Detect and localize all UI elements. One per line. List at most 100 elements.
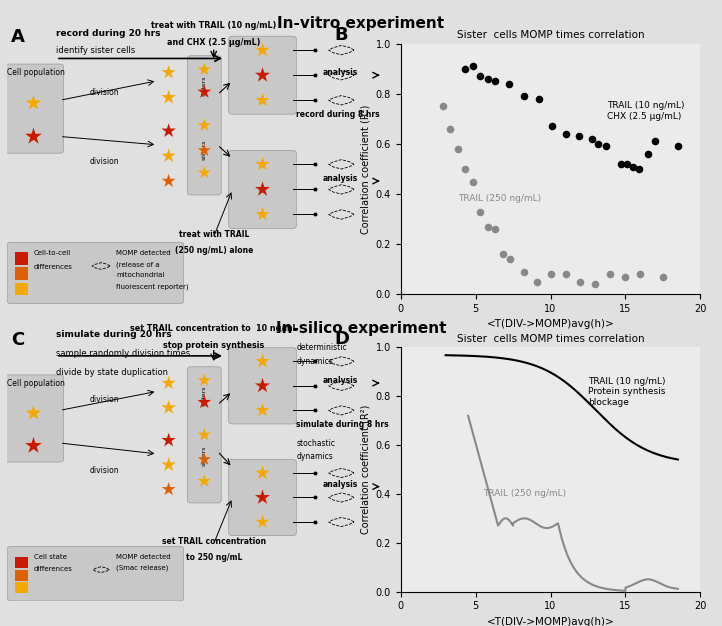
Bar — [14, 570, 28, 580]
Text: set TRAIL concentration to  10 ng/mL: set TRAIL concentration to 10 ng/mL — [130, 324, 297, 334]
Point — [587, 134, 599, 144]
Point — [560, 129, 571, 139]
Text: B: B — [335, 26, 349, 44]
Text: mitochondrial: mitochondrial — [116, 272, 165, 278]
Text: sisters: sisters — [202, 446, 206, 466]
X-axis label: <T(DIV->MOMP)avg(h)>: <T(DIV->MOMP)avg(h)> — [487, 617, 614, 626]
Text: (250 ng/mL) alone: (250 ng/mL) alone — [175, 247, 253, 255]
Point — [437, 101, 448, 111]
Point — [27, 98, 39, 108]
Title: Sister  cells MOMP times correlation: Sister cells MOMP times correlation — [457, 334, 644, 344]
FancyBboxPatch shape — [188, 367, 221, 503]
Text: Cell population: Cell population — [7, 379, 65, 388]
Point — [199, 397, 210, 407]
Point — [163, 68, 175, 78]
Text: sisters: sisters — [202, 139, 206, 160]
Text: division: division — [90, 157, 119, 167]
Text: sample randomly division times: sample randomly division times — [56, 349, 191, 358]
Text: MOMP detected: MOMP detected — [116, 250, 170, 256]
Text: identify sister cells: identify sister cells — [56, 46, 135, 55]
Point — [163, 378, 175, 388]
Text: simulate during 20 hrs: simulate during 20 hrs — [56, 330, 172, 339]
Point — [257, 517, 269, 527]
Point — [163, 93, 175, 103]
Point — [482, 74, 493, 84]
Point — [642, 149, 653, 159]
Point — [199, 376, 210, 386]
Point — [490, 76, 501, 86]
Point — [600, 141, 612, 151]
Point — [575, 277, 586, 287]
Point — [467, 61, 479, 71]
Text: dynamics: dynamics — [296, 357, 333, 366]
Point — [672, 141, 684, 151]
Text: Cell state: Cell state — [33, 554, 66, 560]
Text: division: division — [90, 88, 119, 96]
Text: (release of a: (release of a — [116, 261, 160, 267]
Point — [467, 177, 479, 187]
Point — [657, 272, 669, 282]
Point — [199, 87, 210, 97]
Point — [257, 468, 269, 478]
Point — [199, 476, 210, 486]
Point — [590, 279, 601, 289]
Text: treat with TRAIL (10 ng/mL): treat with TRAIL (10 ng/mL) — [151, 21, 277, 30]
Point — [518, 267, 529, 277]
Point — [27, 441, 39, 451]
Text: differences: differences — [33, 264, 72, 270]
Point — [257, 95, 269, 105]
Point — [257, 45, 269, 55]
Text: divide by state duplication: divide by state duplication — [56, 368, 168, 377]
Point — [482, 222, 493, 232]
Point — [518, 91, 529, 101]
Point — [257, 70, 269, 80]
Point — [459, 164, 471, 174]
Point — [257, 493, 269, 503]
FancyBboxPatch shape — [229, 347, 296, 424]
Text: division: division — [90, 395, 119, 404]
Point — [27, 131, 39, 141]
Point — [560, 269, 571, 279]
Text: Cell-to-cell: Cell-to-cell — [33, 250, 71, 256]
Text: analysis: analysis — [323, 480, 358, 488]
Text: analysis: analysis — [323, 68, 358, 77]
FancyBboxPatch shape — [229, 459, 296, 536]
Point — [627, 162, 639, 172]
Text: treat with TRAIL: treat with TRAIL — [178, 230, 249, 239]
Text: and CHX (2.5 μg/mL): and CHX (2.5 μg/mL) — [167, 38, 261, 46]
Point — [547, 121, 558, 131]
Text: fluorescent reporter): fluorescent reporter) — [116, 284, 188, 290]
FancyBboxPatch shape — [229, 36, 296, 114]
Point — [199, 430, 210, 440]
Point — [633, 164, 645, 174]
Point — [533, 94, 544, 104]
FancyBboxPatch shape — [7, 242, 183, 304]
Text: dynamics: dynamics — [296, 453, 333, 461]
Point — [444, 124, 456, 134]
Point — [605, 269, 617, 279]
Point — [497, 249, 508, 259]
Point — [545, 269, 557, 279]
Point — [199, 120, 210, 130]
Text: TRAIL (10 ng/mL)
Protein synthesis
blockage: TRAIL (10 ng/mL) Protein synthesis block… — [588, 377, 666, 406]
Text: TRAIL (10 ng/mL)
CHX (2.5 μg/mL): TRAIL (10 ng/mL) CHX (2.5 μg/mL) — [607, 101, 685, 121]
Point — [621, 159, 632, 169]
FancyBboxPatch shape — [4, 375, 64, 462]
Point — [257, 95, 269, 105]
X-axis label: <T(DIV->MOMP)avg(h)>: <T(DIV->MOMP)avg(h)> — [487, 319, 614, 329]
Text: Cell population: Cell population — [7, 68, 65, 77]
Text: simulate during 8 hrs: simulate during 8 hrs — [296, 419, 389, 429]
FancyBboxPatch shape — [188, 56, 221, 195]
Text: stop protein synthesis: stop protein synthesis — [163, 341, 264, 350]
Text: sisters: sisters — [202, 386, 206, 406]
Text: set TRAIL concentration: set TRAIL concentration — [162, 536, 266, 546]
Bar — [14, 557, 28, 568]
Point — [452, 144, 464, 154]
Point — [163, 126, 175, 136]
Point — [257, 356, 269, 366]
Text: differences: differences — [33, 566, 72, 572]
Point — [199, 454, 210, 464]
Text: D: D — [335, 331, 349, 348]
Text: analysis: analysis — [323, 376, 358, 385]
Point — [635, 269, 646, 279]
